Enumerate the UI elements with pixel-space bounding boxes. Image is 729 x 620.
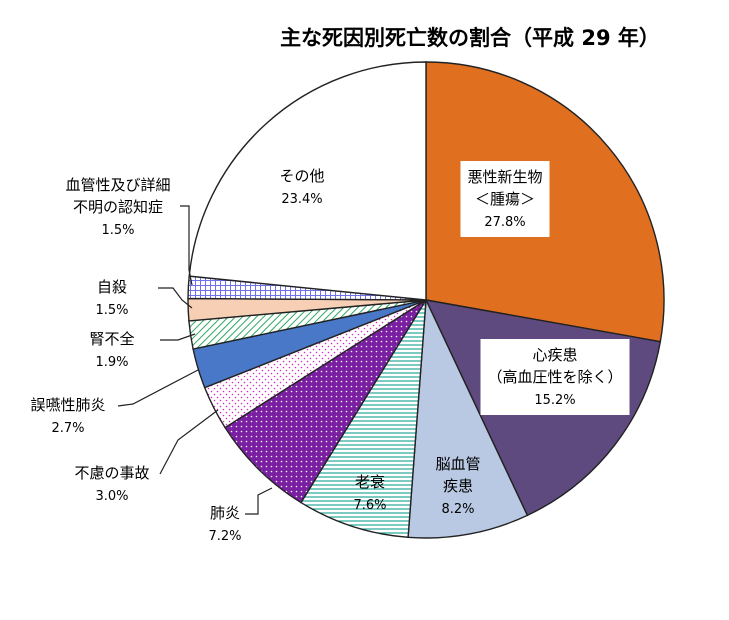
slice-label-heart: 心疾患 （高血圧性を除く） 15.2% — [480, 339, 630, 415]
label-text-cerebro-2: 疾患 — [443, 477, 473, 495]
label-text-cerebro-1: 脳血管 — [435, 455, 480, 473]
label-box-heart — [480, 339, 630, 415]
slice-label-kidney: 腎不全 1.9% — [89, 330, 134, 370]
slice-label-accident: 不慮の事故 3.0% — [74, 464, 149, 504]
label-box-cancer — [460, 161, 550, 237]
pie-slice-other — [188, 61, 427, 301]
label-pct-other: 23.4% — [281, 192, 322, 207]
label-text-senility-1: 老衰 — [355, 473, 385, 491]
leader-line-suicide — [158, 287, 193, 309]
leader-line-accident — [159, 409, 219, 475]
leader-line-aspiration — [117, 369, 199, 407]
label-pct-dementia: 1.5% — [101, 223, 134, 238]
label-pct-cancer: 27.8% — [484, 215, 525, 230]
label-text-cancer-1: 悪性新生物 — [467, 168, 542, 186]
label-pct-pneumonia: 7.2% — [208, 529, 241, 544]
leader-lines — [117, 205, 273, 515]
label-text-heart-2: （高血圧性を除く） — [487, 368, 622, 386]
label-pct-heart: 15.2% — [534, 393, 575, 408]
label-text-dementia-2: 不明の認知症 — [73, 198, 163, 216]
slice-label-suicide: 自殺 1.5% — [95, 278, 128, 318]
label-text-suicide-1: 自殺 — [97, 278, 127, 296]
label-pct-suicide: 1.5% — [95, 303, 128, 318]
label-text-cancer-2: ＜腫瘍＞ — [475, 190, 535, 208]
label-text-accident-1: 不慮の事故 — [74, 464, 149, 482]
slice-label-other: その他 23.4% — [279, 167, 324, 207]
leader-line-kidney — [160, 333, 196, 341]
label-text-pneumonia-1: 肺炎 — [210, 504, 240, 522]
label-text-kidney-1: 腎不全 — [89, 330, 134, 348]
label-text-dementia-1: 血管性及び詳細 — [65, 176, 170, 194]
leader-line-pneumonia — [245, 487, 273, 515]
slices-layer — [187, 61, 665, 539]
label-text-heart-1: 心疾患 — [532, 346, 577, 364]
label-pct-aspiration: 2.7% — [51, 421, 84, 436]
pie-slice-senility — [300, 299, 427, 539]
label-text-aspiration-1: 誤嚥性肺炎 — [30, 396, 105, 414]
slice-label-senility: 老衰 7.6% — [353, 473, 386, 513]
slice-label-cancer: 悪性新生物 ＜腫瘍＞ 27.8% — [460, 161, 550, 237]
label-text-other-1: その他 — [279, 167, 324, 185]
label-pct-kidney: 1.9% — [95, 355, 128, 370]
label-pct-accident: 3.0% — [95, 489, 128, 504]
label-pct-cerebro: 8.2% — [441, 502, 474, 517]
pie-slice-cerebro — [407, 297, 529, 539]
leader-line-dementia — [180, 205, 193, 286]
chart-title: 主な死因別死亡数の割合（平成 29 年） — [280, 26, 660, 50]
slice-label-aspiration: 誤嚥性肺炎 2.7% — [30, 396, 105, 436]
slice-label-pneumonia: 肺炎 7.2% — [208, 504, 241, 544]
pie-slice-pneumonia — [224, 299, 427, 504]
label-pct-senility: 7.6% — [353, 498, 386, 513]
